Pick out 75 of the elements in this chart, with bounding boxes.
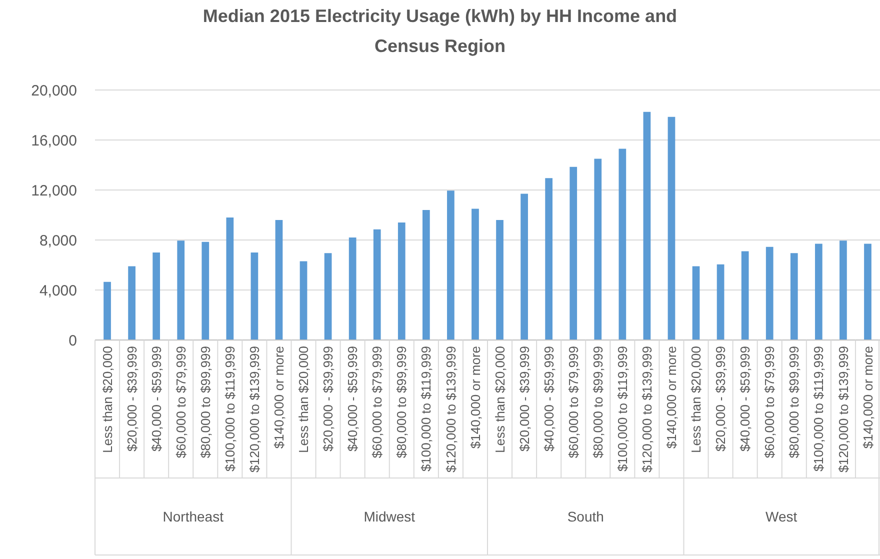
x-tick-label: $80,000 to $99,999 xyxy=(786,346,802,458)
x-tick-label: $60,000 to $79,999 xyxy=(370,346,385,458)
bar xyxy=(840,240,847,340)
bar xyxy=(496,220,504,340)
x-tick-label: $40,000 - $59,999 xyxy=(541,346,556,452)
bar xyxy=(104,282,111,340)
x-tick-label: $100,000 to $119,999 xyxy=(614,346,630,472)
bar xyxy=(177,240,185,340)
bar xyxy=(152,252,160,340)
bar xyxy=(643,112,651,340)
bar xyxy=(741,251,749,340)
text: Northeast xyxy=(162,508,224,524)
bar xyxy=(324,253,332,340)
x-tick-label: $120,000 to $139,999 xyxy=(247,346,262,473)
x-tick-label: $120,000 to $139,999 xyxy=(640,346,655,473)
bar xyxy=(226,218,234,340)
x-tick-label: $20,000 - $39,999 xyxy=(713,346,728,452)
x-tick-label: $140,000 or more xyxy=(664,346,680,449)
bar xyxy=(422,210,430,340)
y-tick-label: 16,000 xyxy=(31,132,77,150)
bar xyxy=(692,266,700,340)
bar xyxy=(275,220,283,340)
x-tick-label: Less than $20,000 xyxy=(492,346,508,453)
x-tick-label: $120,000 to $139,999 xyxy=(443,346,458,473)
x-tick-label: $140,000 or more xyxy=(468,346,483,449)
x-tick-label: $80,000 to $99,999 xyxy=(590,346,606,458)
bar xyxy=(864,244,872,340)
text: Midwest xyxy=(364,508,416,524)
bar xyxy=(128,266,136,340)
bar xyxy=(472,208,479,340)
x-tick-label: Less than $20,000 xyxy=(688,346,704,453)
bar xyxy=(716,264,724,340)
y-tick-label: 12,000 xyxy=(31,182,77,200)
chart-title: Median 2015 Electricity Usage (kWh) by HH Income and Census Region xyxy=(202,6,678,56)
bar xyxy=(202,242,210,340)
bar xyxy=(790,253,798,340)
bar xyxy=(398,222,406,340)
bar xyxy=(250,252,258,340)
x-tick-label: $60,000 to $79,999 xyxy=(566,346,581,458)
x-tick-label: $100,000 to $119,999 xyxy=(222,346,238,472)
x-tick-label: $140,000 or more xyxy=(272,346,287,449)
bar xyxy=(545,178,553,340)
x-tick-label: $20,000 - $39,999 xyxy=(320,346,336,452)
bar xyxy=(668,116,676,340)
x-tick-label: $40,000 - $59,999 xyxy=(738,346,753,452)
bar xyxy=(348,238,356,340)
x-tick-label: $140,000 or more xyxy=(860,346,876,449)
x-tick-label: Less than $20,000 xyxy=(296,346,312,453)
bar xyxy=(618,148,626,340)
x-tick-label: Less than $20,000 xyxy=(100,346,115,453)
x-tick-label: $60,000 to $79,999 xyxy=(762,346,778,458)
x-tick-label: $100,000 to $119,999 xyxy=(418,346,434,472)
bar xyxy=(373,229,381,340)
x-tick-label: $20,000 - $39,999 xyxy=(124,346,140,452)
y-tick-label: 8,000 xyxy=(39,232,77,250)
x-tick-label: $20,000 - $39,999 xyxy=(516,346,532,452)
x-tick-label: $40,000 - $59,999 xyxy=(345,346,360,452)
bar xyxy=(814,244,822,340)
bar xyxy=(447,190,454,340)
bar xyxy=(520,194,528,340)
x-tick-label: $40,000 - $59,999 xyxy=(148,346,164,452)
text: South xyxy=(567,508,604,524)
bar xyxy=(570,166,578,340)
bar xyxy=(766,246,774,340)
x-tick-label: $80,000 to $99,999 xyxy=(394,346,410,458)
y-tick-label: 20,000 xyxy=(31,82,77,100)
y-tick-label: 0 xyxy=(68,332,77,350)
x-tick-label: $100,000 to $119,999 xyxy=(811,346,826,472)
text: West xyxy=(766,508,798,524)
y-tick-label: 4,000 xyxy=(39,282,77,300)
x-tick-label: $60,000 to $79,999 xyxy=(173,346,188,458)
x-tick-label: $80,000 to $99,999 xyxy=(198,346,213,458)
x-tick-label: $120,000 to $139,999 xyxy=(836,346,851,473)
bar xyxy=(594,158,602,340)
bar xyxy=(300,261,308,340)
